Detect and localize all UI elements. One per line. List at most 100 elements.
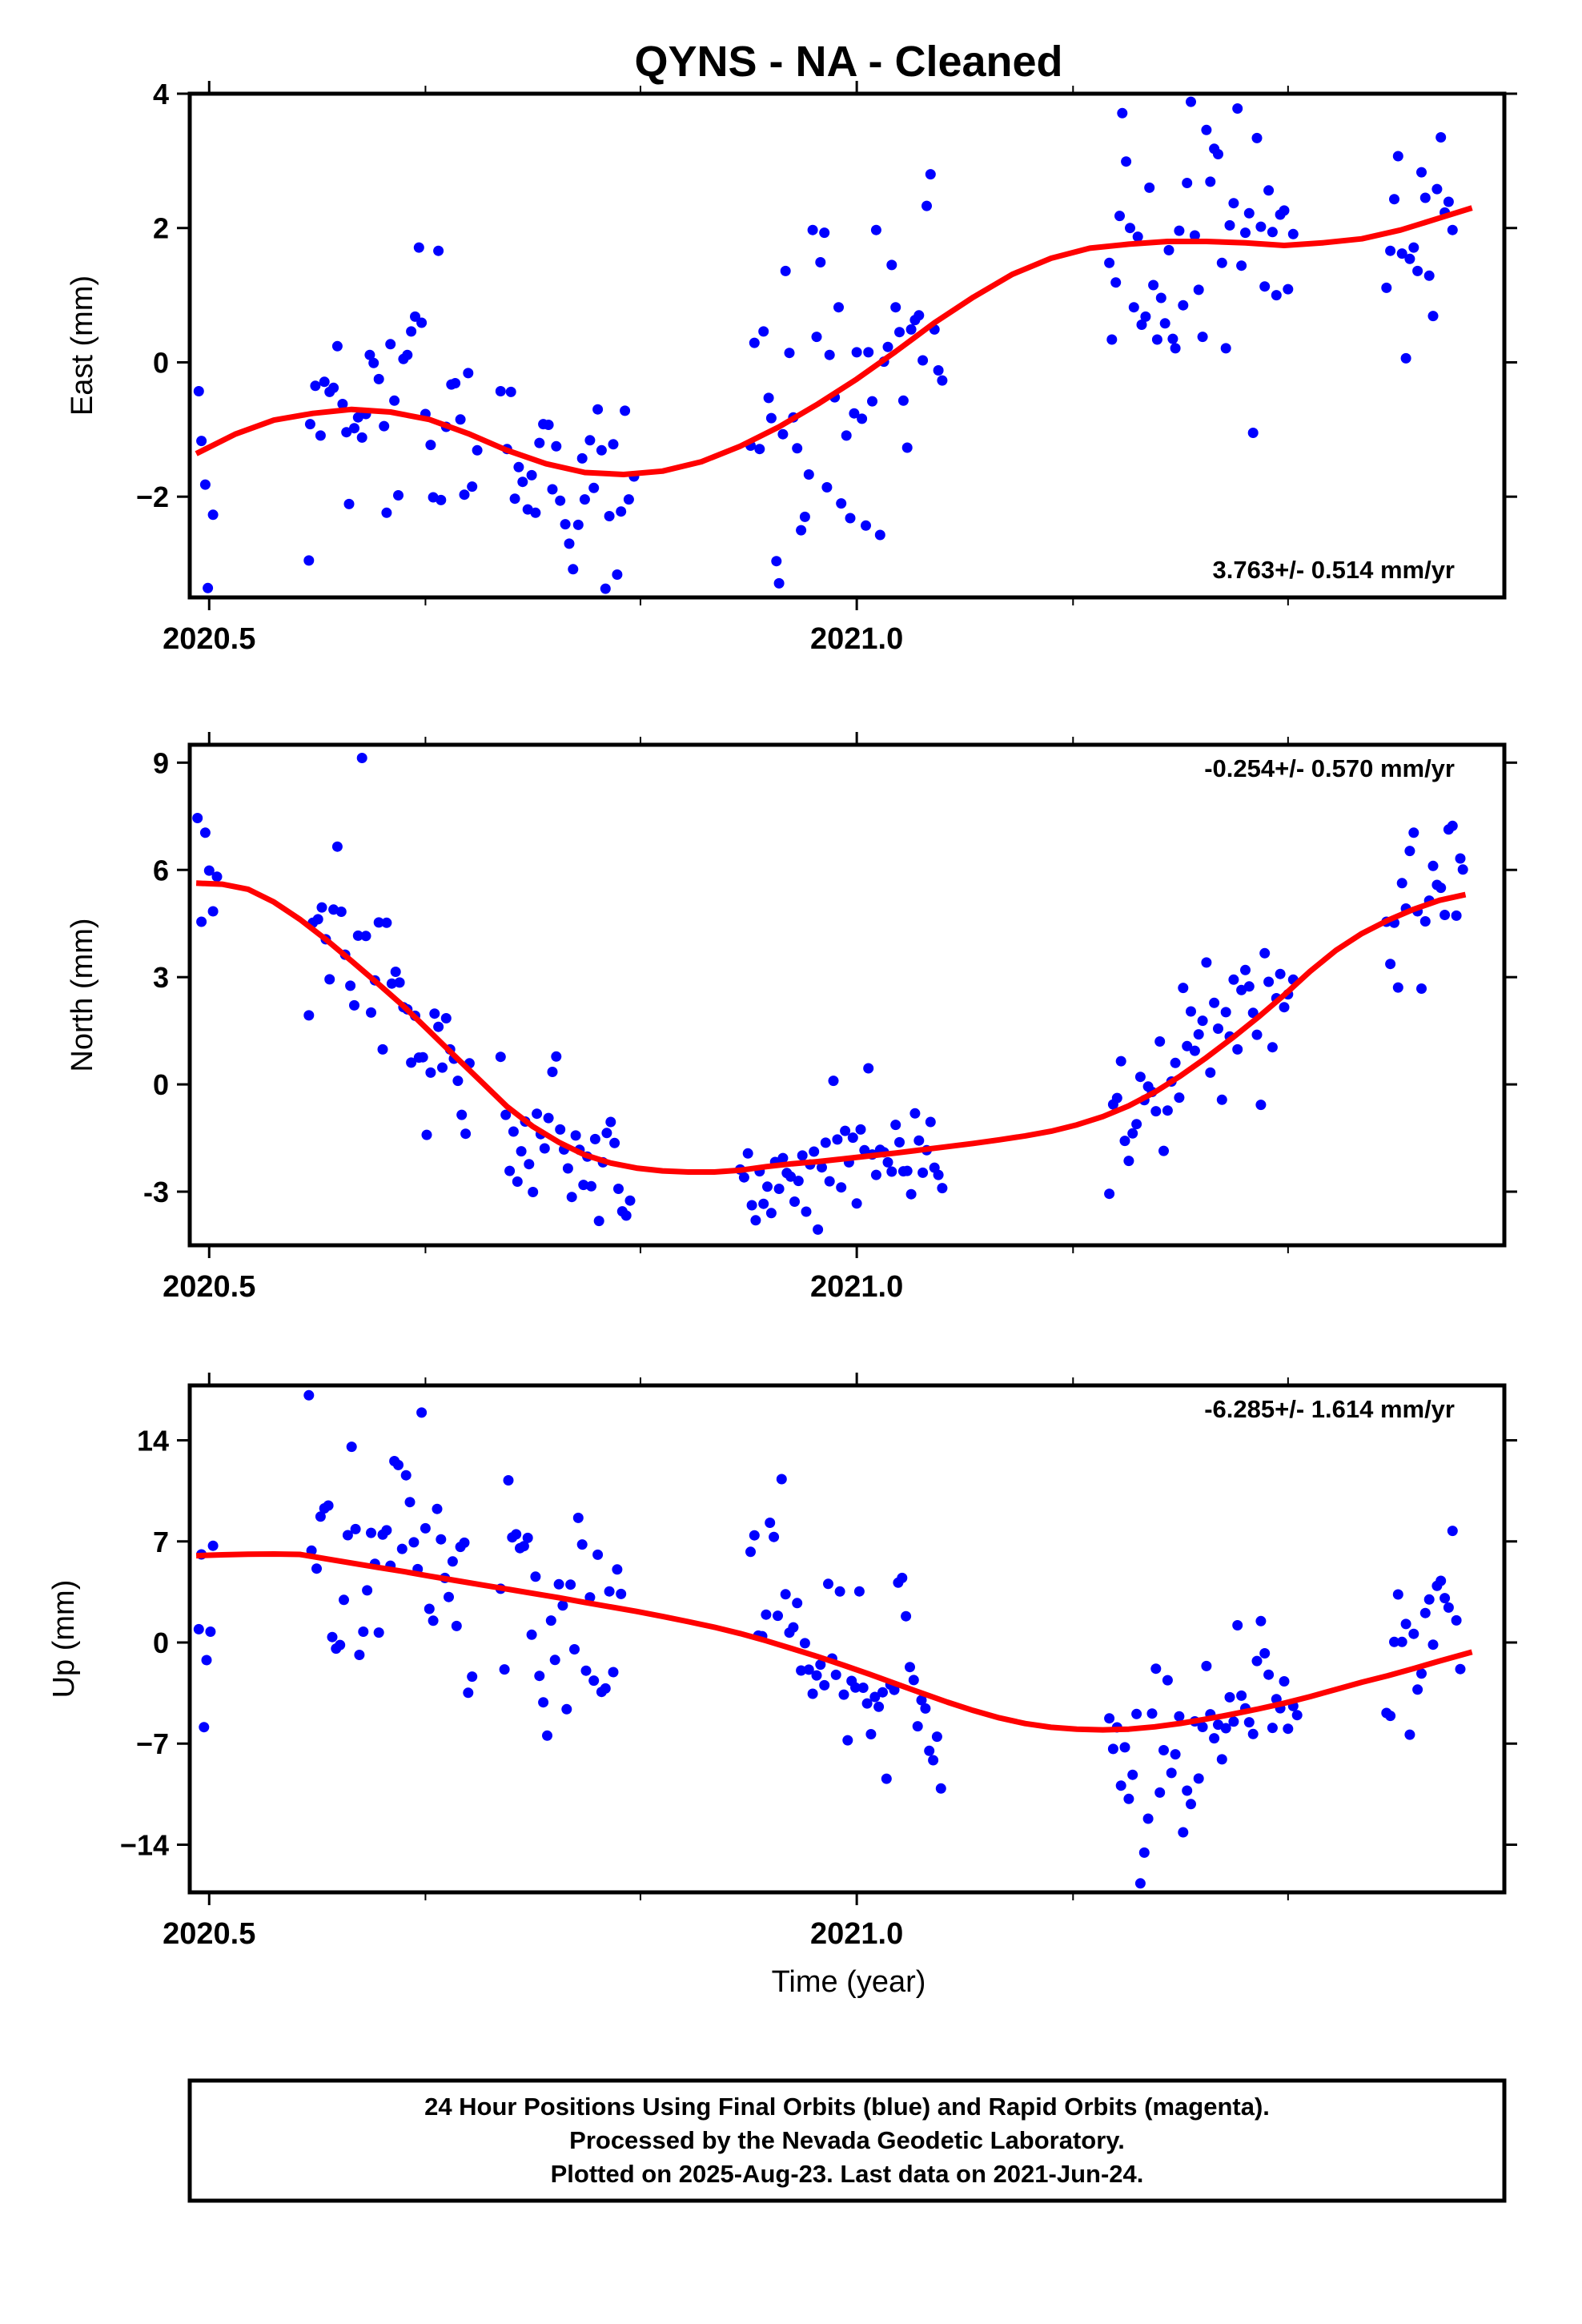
data-points (193, 96, 1458, 594)
data-point (513, 461, 524, 472)
data-point (849, 408, 860, 419)
data-point (199, 479, 211, 490)
data-point (1457, 864, 1468, 875)
data-point (821, 482, 833, 493)
data-point (809, 1146, 820, 1157)
data-point (1104, 1713, 1115, 1724)
data-point (528, 1187, 539, 1197)
data-point (1419, 1607, 1431, 1618)
data-point (1170, 1057, 1181, 1068)
data-point (819, 1679, 830, 1691)
data-point (389, 395, 400, 406)
data-point (503, 1475, 514, 1486)
data-point (1174, 225, 1185, 236)
data-point (1279, 1676, 1290, 1687)
data-point (815, 1659, 826, 1671)
data-point (207, 1540, 219, 1551)
data-point (1131, 1119, 1142, 1130)
data-point (1385, 959, 1396, 970)
y-tick-label: 9 (153, 746, 169, 779)
data-point (820, 1137, 831, 1148)
data-point (1144, 182, 1155, 193)
data-point (1213, 1023, 1223, 1034)
data-point (797, 1150, 808, 1161)
data-point (881, 1773, 892, 1784)
data-point (749, 337, 760, 348)
data-point (750, 1215, 761, 1226)
data-point (522, 1532, 533, 1543)
data-point (504, 1165, 516, 1176)
data-point (1263, 976, 1275, 987)
data-point (765, 1208, 777, 1219)
data-point (543, 1112, 554, 1124)
data-point (1189, 1045, 1200, 1056)
data-point (807, 1688, 818, 1699)
data-point (1167, 333, 1178, 344)
data-point (624, 1195, 636, 1206)
data-point (1209, 1733, 1220, 1744)
data-point (1439, 1593, 1451, 1604)
data-point (1404, 253, 1415, 264)
data-point (851, 347, 862, 358)
data-point (608, 439, 619, 450)
y-axis-label: Up (mm) (47, 1580, 81, 1699)
data-point (350, 1523, 361, 1534)
data-point (1236, 984, 1247, 995)
data-point (570, 1130, 581, 1141)
data-point (1392, 982, 1403, 993)
data-point (1419, 192, 1431, 203)
y-tick-label: 0 (153, 1068, 169, 1101)
data-point (897, 395, 909, 406)
data-point (1435, 1575, 1447, 1586)
velocity-annotation: 3.763+/- 0.514 mm/yr (1213, 556, 1455, 584)
data-point (933, 365, 944, 376)
data-point (1251, 132, 1263, 143)
data-point (857, 1683, 869, 1693)
data-point (863, 347, 874, 358)
data-point (569, 1644, 580, 1655)
data-point (912, 1721, 923, 1732)
data-point (1412, 265, 1423, 276)
footer-line-3: Plotted on 2025-Aug-23. Last data on 202… (551, 2160, 1144, 2188)
data-point (1435, 883, 1447, 894)
data-point (203, 582, 214, 593)
data-point (193, 386, 204, 396)
data-point (1117, 107, 1128, 119)
data-point (349, 423, 359, 434)
data-point (1213, 149, 1223, 159)
data-point (516, 1146, 527, 1157)
data-point (192, 813, 203, 823)
data-point (850, 1682, 861, 1693)
data-point (416, 1407, 428, 1418)
data-point (557, 1600, 568, 1611)
data-point (341, 427, 352, 438)
data-point (1125, 223, 1135, 234)
panel-up: −14 −7 0 7 14 2020.5 2021.0 Up (mm) -6.285+/- 1.… (47, 1373, 1517, 1951)
data-point (1416, 983, 1427, 994)
data-point (1392, 1589, 1403, 1600)
data-point (1251, 1029, 1263, 1040)
data-point (604, 1586, 615, 1597)
data-point (1213, 1719, 1223, 1731)
data-point (433, 1021, 444, 1032)
data-point (1240, 964, 1251, 975)
data-point (612, 1564, 623, 1575)
data-point (773, 1610, 783, 1622)
data-point (600, 1683, 611, 1694)
data-point (1119, 1742, 1130, 1753)
data-point (393, 1459, 404, 1470)
data-point (928, 1755, 939, 1766)
data-point (890, 1120, 901, 1131)
data-point (551, 1051, 562, 1062)
data-point (319, 376, 330, 388)
data-point (565, 1579, 576, 1590)
data-point (451, 1620, 462, 1631)
data-point (1193, 1773, 1204, 1784)
data-point (460, 1128, 472, 1140)
data-point (1243, 207, 1255, 219)
data-point (379, 420, 390, 432)
data-point (315, 430, 326, 441)
data-point (1174, 1092, 1185, 1104)
data-point (345, 980, 356, 991)
data-point (1151, 334, 1162, 345)
